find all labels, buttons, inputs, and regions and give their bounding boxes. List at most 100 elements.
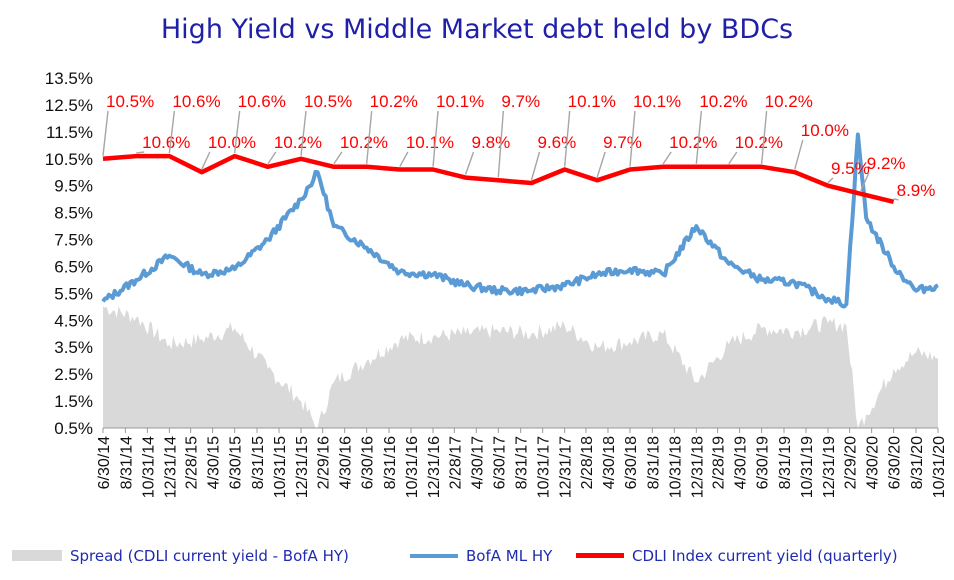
x-tick-label: 4/30/16 <box>338 436 355 489</box>
y-tick-label: 1.5% <box>54 392 93 411</box>
x-tick-label: 12/31/16 <box>426 436 443 498</box>
cdli-data-label: 10.2% <box>735 133 783 152</box>
cdli-leader <box>168 110 176 154</box>
cdli-data-label: 10.5% <box>304 92 352 111</box>
x-tick-label: 2/28/19 <box>711 436 728 489</box>
x-tick-label: 12/31/14 <box>162 436 179 498</box>
cdli-leader <box>695 110 703 164</box>
x-tick-label: 4/30/20 <box>865 436 882 489</box>
x-tick-label: 12/31/17 <box>558 436 575 498</box>
legend: Spread (CDLI current yield - BofA HY) Bo… <box>0 543 954 571</box>
cdli-leader <box>760 110 768 164</box>
y-tick-label: 0.5% <box>54 419 93 438</box>
cdli-data-label: 9.6% <box>538 133 577 152</box>
legend-swatch-cdli <box>576 553 624 558</box>
cdli-leader <box>233 110 241 154</box>
cdli-data-label: 10.0% <box>801 121 849 140</box>
x-tick-label: 10/31/14 <box>140 436 157 498</box>
y-tick-label: 6.5% <box>54 257 93 276</box>
x-tick-label: 2/28/15 <box>184 436 201 489</box>
cdli-data-label: 10.6% <box>172 92 220 111</box>
y-tick-label: 7.5% <box>54 231 93 250</box>
cdli-leader <box>860 172 870 192</box>
cdli-leader <box>464 151 475 175</box>
y-tick-label: 8.5% <box>54 204 93 223</box>
x-tick-label: 6/30/18 <box>623 436 640 489</box>
x-tick-label: 4/30/19 <box>733 436 750 489</box>
cdli-leader <box>629 110 636 167</box>
x-tick-label: 8/31/18 <box>645 436 662 489</box>
cdli-line <box>102 153 895 204</box>
y-tick-label: 3.5% <box>54 338 93 357</box>
cdli-leader <box>794 139 804 170</box>
spread-area <box>103 305 938 428</box>
x-tick-label: 4/30/17 <box>469 436 486 489</box>
cdli-data-label: 10.6% <box>142 133 190 152</box>
cdli-data-label: 9.2% <box>867 154 906 173</box>
x-tick-label: 4/30/15 <box>206 436 223 489</box>
cdli-data-label: 10.1% <box>568 92 616 111</box>
x-tick-label: 12/31/15 <box>294 436 311 498</box>
cdli-data-label: 10.0% <box>208 133 256 152</box>
x-tick-label: 2/29/16 <box>316 436 333 489</box>
y-tick-label: 2.5% <box>54 365 93 384</box>
y-tick-label: 13.5% <box>45 69 93 88</box>
x-tick-label: 10/31/19 <box>799 436 816 498</box>
cdli-data-label: 9.7% <box>501 92 540 111</box>
x-tick-label: 8/31/15 <box>250 436 267 489</box>
x-tick-label: 8/31/17 <box>514 436 531 489</box>
y-tick-label: 9.5% <box>54 177 93 196</box>
cdli-data-label: 9.8% <box>471 133 510 152</box>
y-tick-label: 11.5% <box>46 123 93 142</box>
legend-label-cdli: CDLI Index current yield (quarterly) <box>632 547 898 565</box>
y-tick-label: 5.5% <box>54 284 93 303</box>
x-tick-label: 6/30/16 <box>360 436 377 489</box>
x-tick-label: 10/31/16 <box>404 436 421 498</box>
chart-title: High Yield vs Middle Market debt held by… <box>160 14 794 45</box>
x-tick-label: 2/29/20 <box>843 436 860 489</box>
cdli-data-label: 10.2% <box>699 92 747 111</box>
x-tick-label: 6/30/15 <box>228 436 245 489</box>
cdli-data-label: 9.7% <box>603 133 642 152</box>
cdli-leader <box>662 151 672 165</box>
legend-label-hy: BofA ML HY <box>466 547 553 565</box>
x-tick-label: 6/30/19 <box>755 436 772 489</box>
legend-label-spread: Spread (CDLI current yield - BofA HY) <box>70 547 349 565</box>
legend-swatch-hy <box>410 554 458 558</box>
cdli-data-label: 10.1% <box>633 92 681 111</box>
x-tick-label: 6/30/14 <box>96 436 113 489</box>
x-tick-label: 2/28/17 <box>447 436 464 489</box>
y-tick-label: 12.5% <box>45 96 93 115</box>
cdli-leader <box>893 198 899 201</box>
x-tick-label: 12/31/18 <box>689 436 706 498</box>
x-tick-label: 10/31/18 <box>667 436 684 498</box>
cdli-leader <box>827 177 834 184</box>
x-tick-label: 12/31/19 <box>821 436 838 498</box>
cdli-data-label: 8.9% <box>897 181 936 200</box>
cdli-data-label: 10.2% <box>274 133 322 152</box>
cdli-leader <box>530 151 541 181</box>
x-tick-label: 10/31/15 <box>272 436 289 498</box>
cdli-leader <box>728 151 738 165</box>
cdli-data-label: 10.1% <box>436 92 484 111</box>
x-tick-label: 8/31/19 <box>777 436 794 489</box>
cdli-data-label: 10.1% <box>406 133 454 152</box>
y-tick-label: 4.5% <box>54 311 93 330</box>
cdli-data-label: 10.5% <box>106 92 154 111</box>
cdli-leader <box>102 110 109 156</box>
cdli-leader <box>201 151 211 170</box>
legend-swatch-spread <box>12 550 62 561</box>
x-tick-label: 6/30/17 <box>491 436 508 489</box>
cdli-data-label: 10.6% <box>238 92 286 111</box>
cdli-leader <box>563 110 571 167</box>
x-tick-label: 10/31/17 <box>536 436 553 498</box>
cdli-leader <box>399 151 409 167</box>
hy-line <box>101 132 939 309</box>
cdli-leader <box>267 151 277 165</box>
cdli-data-label: 10.2% <box>669 133 717 152</box>
cdli-leader <box>365 110 373 164</box>
cdli-leader <box>497 110 505 178</box>
cdli-leader <box>136 151 145 154</box>
cdli-data-label: 10.2% <box>765 92 813 111</box>
